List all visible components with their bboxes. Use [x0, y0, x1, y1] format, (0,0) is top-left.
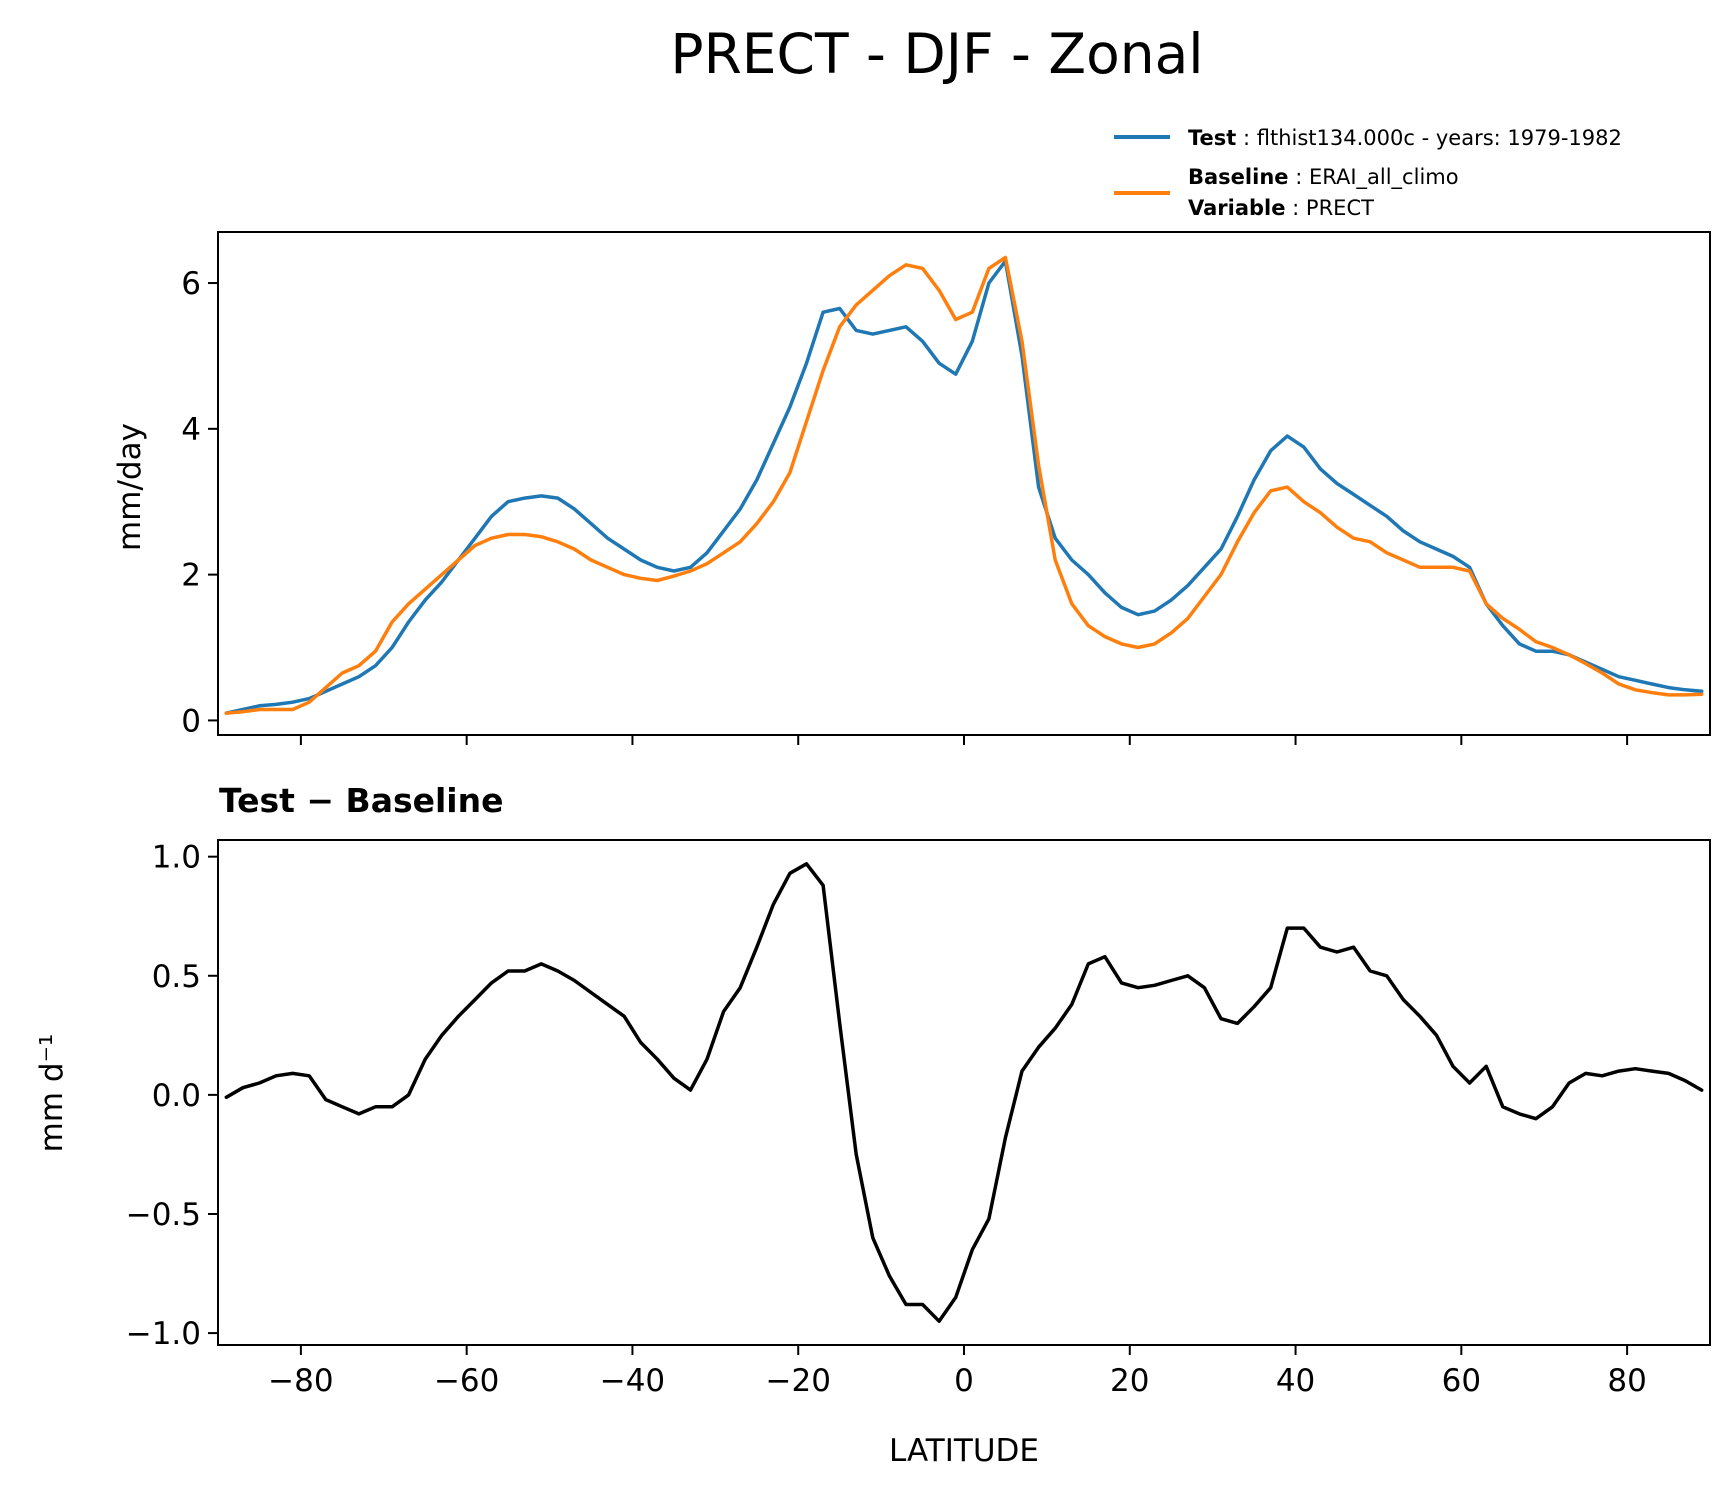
svg-text:Variable : PRECT: Variable : PRECT: [1188, 196, 1374, 220]
figure-title: PRECT - DJF - Zonal: [670, 22, 1203, 86]
bottom-x-tick-label: −40: [600, 1363, 665, 1399]
svg-text:Baseline : ERAI_all_climo: Baseline : ERAI_all_climo: [1188, 165, 1459, 190]
bottom-x-tick-label: −80: [268, 1363, 333, 1399]
series-line-test: [224, 259, 1704, 715]
legend-test-text: flthist134.000c - years: 1979-1982: [1257, 126, 1622, 150]
legend-baseline-key: Baseline: [1188, 165, 1289, 189]
bottom-axes-ticks: −80 −60 −40 −20 0 20 40 60 80 −1.0 −0.5 0.0 0.5 1.0: [126, 840, 1647, 1399]
top-series: [224, 255, 1704, 715]
top-y-tick-label: 0: [181, 703, 201, 739]
legend-test-key: Test: [1188, 126, 1236, 150]
svg-text:Test : flthist134.000c - years: Test : flthist134.000c - years: 1979-198…: [1188, 126, 1622, 150]
top-axes-ticks: 0 2 4 6: [181, 266, 1629, 745]
top-y-axis-label: mm/day: [112, 423, 148, 551]
bottom-y-tick-label: 0.5: [152, 959, 201, 995]
bottom-series: [224, 862, 1704, 1323]
legend: Test : flthist134.000c - years: 1979-198…: [1114, 126, 1622, 220]
bottom-y-tick-label: 1.0: [152, 840, 201, 876]
bottom-panel-title: Test − Baseline: [219, 781, 504, 820]
top-y-tick-label: 4: [181, 412, 201, 448]
bottom-x-tick-label: 80: [1607, 1363, 1646, 1399]
legend-variable-text: PRECT: [1306, 196, 1374, 220]
x-axis-label: LATITUDE: [889, 1433, 1039, 1469]
legend-baseline-text: ERAI_all_climo: [1309, 165, 1459, 190]
bottom-y-tick-label: −1.0: [126, 1316, 201, 1352]
bottom-x-tick-label: 40: [1276, 1363, 1315, 1399]
legend-variable-key: Variable: [1188, 196, 1285, 220]
bottom-x-tick-label: 20: [1110, 1363, 1149, 1399]
series-line-test-baseline: [224, 862, 1704, 1323]
top-y-tick-label: 2: [181, 558, 201, 594]
top-y-tick-label: 6: [181, 266, 201, 302]
bottom-x-tick-label: −60: [434, 1363, 499, 1399]
bottom-x-tick-label: 0: [954, 1363, 974, 1399]
top-panel: 0 2 4 6 mm/day: [112, 231, 1711, 745]
bottom-y-tick-label: 0.0: [152, 1078, 201, 1114]
bottom-x-tick-label: 60: [1442, 1363, 1481, 1399]
bottom-y-axis-label: mm d⁻¹: [34, 1034, 70, 1153]
bottom-x-tick-label: −20: [766, 1363, 831, 1399]
bottom-panel: Test − Baseline −80 −60 −40 −20 0 20 40 60 80 −1.…: [34, 781, 1711, 1469]
series-line-baseline: [224, 255, 1704, 715]
bottom-y-tick-label: −0.5: [126, 1197, 201, 1233]
